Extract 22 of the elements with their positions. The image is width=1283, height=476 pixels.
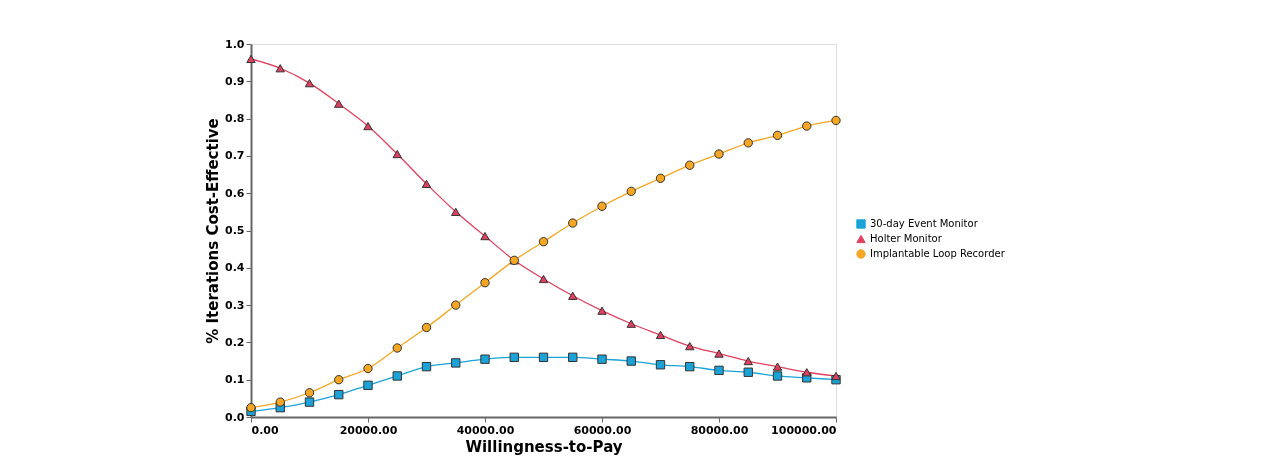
- x-tick-label: 40000.00: [456, 423, 515, 437]
- y-tick-label: 0.3: [225, 298, 245, 312]
- y-tick-label: 0.5: [225, 224, 245, 237]
- y-tick-label: 0.7: [225, 149, 245, 163]
- y-tick-label: 0.2: [225, 335, 245, 349]
- x-tick-label: 100000.00: [771, 423, 837, 437]
- x-tick-label: 0.00: [251, 423, 279, 437]
- y-tick-label: 0.6: [225, 186, 245, 200]
- y-tick-label: 0.1: [225, 373, 245, 387]
- y-tick-label: 1.0: [225, 37, 245, 51]
- y-tick-label: 0.4: [225, 261, 245, 275]
- x-tick-label: 60000.00: [573, 423, 632, 437]
- x-tick-label: 20000.00: [339, 423, 398, 437]
- legend-label: Implantable Loop Recorder: [870, 248, 1006, 259]
- legend-label: 30-day Event Monitor: [870, 218, 979, 229]
- legend-label: Holter Monitor: [870, 233, 943, 244]
- x-tick-label: 80000.00: [690, 423, 749, 437]
- y-axis-title: % Iterations Cost-Effective: [204, 118, 223, 344]
- y-tick-label: 0.9: [225, 74, 245, 88]
- y-tick-label: 0.8: [225, 112, 245, 126]
- y-tick-label: 0.0: [225, 410, 245, 424]
- x-axis-title: Willingness-to-Pay: [465, 437, 623, 456]
